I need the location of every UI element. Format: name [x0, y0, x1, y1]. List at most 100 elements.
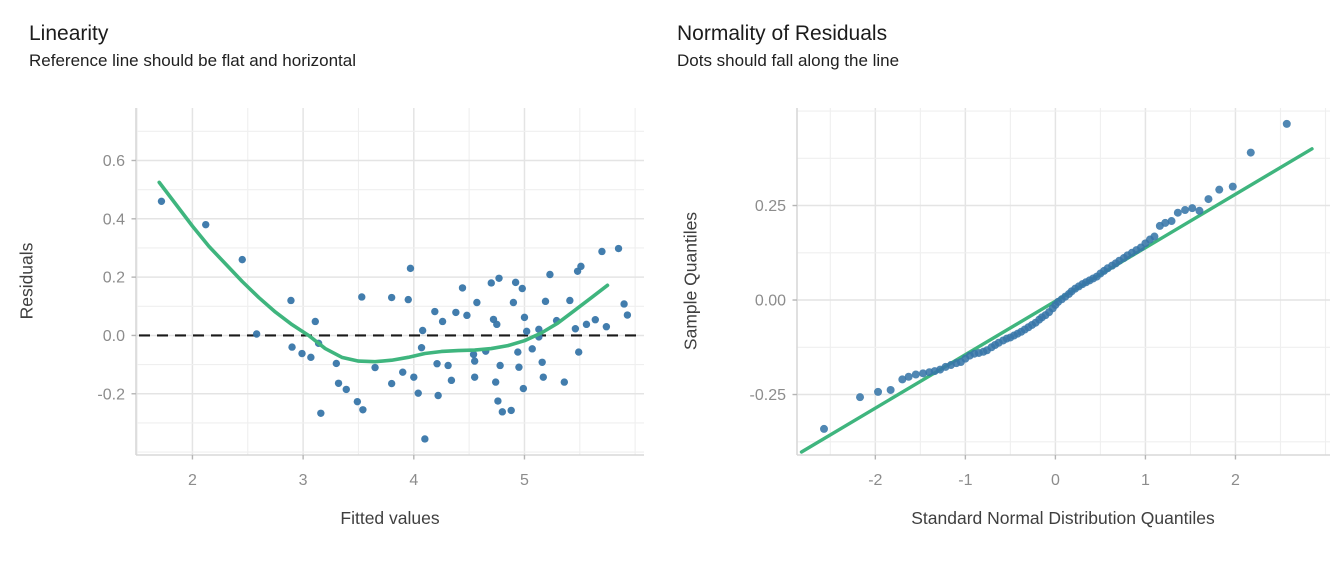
data-point [1167, 217, 1176, 226]
data-point [1228, 182, 1237, 191]
data-point [911, 370, 920, 379]
y-tick-label: 0.25 [755, 198, 786, 215]
data-point [1188, 204, 1197, 213]
data-point [1282, 119, 1291, 128]
data-point [886, 385, 895, 394]
data-point [353, 397, 362, 406]
x-tick-label: 4 [409, 472, 418, 489]
data-point [623, 311, 632, 319]
data-point [495, 274, 503, 282]
data-point [496, 361, 504, 370]
data-point [541, 297, 550, 306]
data-point [493, 320, 501, 329]
smooth-curve [157, 180, 610, 364]
x-tick-label: -2 [868, 472, 882, 489]
data-point [904, 372, 913, 381]
data-point [470, 357, 479, 365]
y-tick-label: 0.6 [103, 153, 125, 170]
qq-panel: -2 -1 0 1 2 -0.25 0.00 0.25 [750, 108, 1330, 489]
data-point [421, 435, 429, 443]
x-tick-label: 1 [1141, 472, 1150, 489]
data-point [473, 298, 481, 307]
data-point [577, 262, 585, 271]
data-point [202, 220, 210, 229]
data-point [334, 379, 343, 387]
data-point [342, 385, 350, 394]
data-point [602, 323, 611, 331]
data-point [298, 349, 306, 358]
linearity-x-axis-title: Fitted values [340, 508, 440, 528]
data-point [874, 387, 883, 396]
data-point [414, 389, 422, 397]
data-point [317, 409, 325, 417]
data-point [560, 378, 569, 386]
data-point [566, 296, 574, 305]
data-point [387, 379, 396, 388]
data-point [470, 373, 479, 381]
data-point [1181, 206, 1190, 215]
data-point [1161, 218, 1170, 227]
y-tick-label: 0.0 [103, 328, 125, 345]
data-point [287, 296, 295, 305]
x-tick-label: 3 [299, 472, 308, 489]
data-point [431, 307, 439, 316]
y-tick-label: -0.25 [750, 387, 787, 404]
linearity-y-axis-title: Residuals [16, 242, 37, 320]
data-point [494, 397, 502, 405]
data-point [418, 326, 427, 335]
data-point [1204, 195, 1213, 204]
y-tick-label: 0.4 [103, 211, 125, 228]
data-point [311, 317, 319, 326]
data-point [1195, 206, 1204, 215]
data-point [575, 348, 583, 356]
data-point [447, 376, 456, 385]
data-point [433, 360, 441, 368]
qq-title: Normality of Residuals [677, 22, 888, 45]
data-point [1173, 208, 1182, 217]
data-point [404, 295, 412, 304]
linearity-header: Linearity Reference line should be flat … [29, 22, 356, 71]
data-point [509, 298, 518, 307]
data-point [518, 284, 526, 293]
data-point [614, 244, 623, 253]
data-point [919, 369, 928, 378]
data-point [1215, 185, 1224, 194]
data-point [332, 359, 341, 368]
data-point [358, 293, 366, 301]
data-point [498, 408, 507, 416]
data-point [1246, 148, 1255, 157]
data-point [519, 384, 528, 393]
data-point [238, 255, 246, 264]
data-point [1150, 232, 1159, 241]
data-point [514, 348, 522, 356]
data-point [507, 406, 515, 415]
data-point [469, 350, 478, 359]
data-point [539, 373, 547, 381]
data-point [406, 264, 415, 273]
data-point [444, 361, 452, 370]
data-point [535, 325, 543, 334]
data-point [820, 424, 829, 433]
y-tick-label: -0.2 [97, 386, 125, 403]
data-point [491, 378, 500, 386]
linearity-panel: 2 3 4 5 -0.2 0.0 0.2 0.4 0.6 [97, 108, 644, 489]
data-point [591, 316, 599, 324]
data-point [487, 279, 495, 287]
data-point [307, 353, 315, 362]
data-point [528, 345, 536, 353]
x-tick-label: -1 [958, 472, 972, 489]
data-point [387, 293, 396, 302]
x-tick-label: 0 [1051, 472, 1060, 489]
data-point [252, 330, 261, 338]
data-point [417, 343, 426, 352]
data-point [399, 368, 407, 376]
y-tick-label: 0.2 [103, 270, 125, 287]
x-tick-label: 2 [1231, 472, 1240, 489]
data-point [410, 373, 418, 381]
data-point [438, 317, 447, 326]
qq-header: Normality of Residuals Dots should fall … [677, 22, 899, 71]
x-tick-label: 2 [188, 472, 197, 489]
data-point [452, 308, 460, 317]
